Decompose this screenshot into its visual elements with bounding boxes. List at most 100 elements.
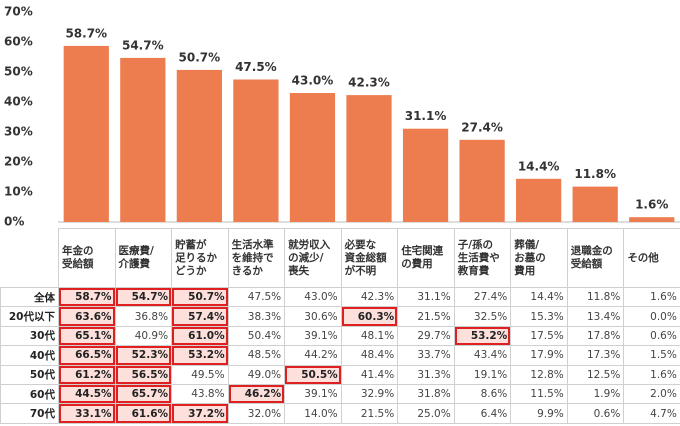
- table-cell: 6.4%: [453, 403, 512, 424]
- column-header: 就労収入 の減少/ 喪失: [284, 228, 342, 288]
- row-label: 50代: [0, 364, 59, 385]
- table-cell: 50.4%: [227, 325, 286, 347]
- y-tick-label: 70%: [4, 5, 33, 19]
- table-cell: 17.9%: [510, 345, 568, 366]
- value-label: 14.4%: [518, 159, 560, 173]
- bar: [63, 45, 109, 223]
- bar: [120, 57, 166, 223]
- column-header: 住宅関連 の費用: [397, 228, 455, 288]
- table-cell: 31.1%: [397, 286, 455, 308]
- table-cell: 61.2%: [58, 364, 116, 385]
- value-label: 50.7%: [179, 50, 221, 64]
- table-cell: 32.0%: [227, 403, 286, 424]
- table-cell: 1.6%: [623, 286, 680, 308]
- table-cell: 17.3%: [566, 345, 625, 366]
- table-cell: 25.0%: [397, 403, 455, 424]
- table-row: 30代 65.1% 40.9% 61.0% 50.4% 39.1% 48.1% 29.7% 53…: [0, 325, 680, 347]
- row-label: 20代以下: [0, 306, 59, 327]
- table-cell: 41.4%: [340, 364, 399, 385]
- column-header: 必要な 資金総額 が不明: [340, 228, 399, 288]
- table-cell: 57.4%: [171, 306, 229, 327]
- corner: [1, 229, 59, 288]
- table-cell: 33.1%: [58, 403, 116, 424]
- table-cell: 48.1%: [340, 325, 399, 347]
- table-row: 50代 61.2% 56.5% 49.5% 49.0% 50.5% 41.4% 31.3% 19…: [0, 364, 680, 385]
- value-label: 47.5%: [235, 60, 277, 74]
- table-cell: 54.7%: [114, 286, 173, 308]
- table-cell: 49.0%: [227, 364, 286, 385]
- table-cell: 0.6%: [566, 403, 625, 424]
- table-cell: 43.8%: [171, 383, 229, 405]
- table-cell: 21.5%: [340, 403, 399, 424]
- column-header: 葬儀/ お墓の 費用: [510, 228, 568, 288]
- table-cell: 61.0%: [171, 325, 229, 347]
- table-cell: 49.5%: [171, 364, 229, 385]
- table-cell: 58.7%: [58, 286, 116, 308]
- table-cell: 15.3%: [510, 306, 568, 327]
- bar: [402, 128, 449, 222]
- bar: [459, 139, 505, 222]
- table-cell: 65.7%: [114, 383, 173, 405]
- table-cell: 29.7%: [397, 325, 455, 347]
- value-label: 42.3%: [348, 76, 390, 90]
- table-cell: 17.8%: [566, 325, 625, 347]
- table-cell: 13.4%: [566, 306, 625, 327]
- table-cell: 60.3%: [340, 306, 399, 327]
- bar: [176, 69, 222, 223]
- table-row: 全体 58.7% 54.7% 50.7% 47.5% 43.0% 42.3% 31.1% 27.…: [0, 286, 680, 308]
- data-table: 年金の 受給額 医療費/ 介護費 貯蓄が 足りるか どうか 生活水準 を維持で きるか…: [0, 228, 680, 424]
- table-cell: 63.6%: [58, 306, 116, 327]
- table-cell: 0.0%: [623, 306, 680, 327]
- table-cell: 1.5%: [623, 345, 680, 366]
- table-cell: 1.6%: [623, 364, 680, 385]
- table-cell: 17.5%: [510, 325, 568, 347]
- table-cell: 43.0%: [284, 286, 342, 308]
- column-header: 子/孫の 生活費や 教育費: [453, 228, 512, 288]
- bar: [629, 217, 675, 222]
- table-cell: 42.3%: [340, 286, 399, 308]
- bar: [346, 95, 392, 222]
- table-cell: 53.2%: [453, 325, 512, 347]
- table-cell: 12.8%: [510, 364, 568, 385]
- value-label: 58.7%: [65, 26, 107, 40]
- table-row: 70代 33.1% 61.6% 37.2% 32.0% 14.0% 21.5% 25.0% 6.…: [0, 403, 680, 424]
- column-header: 生活水準 を維持で きるか: [227, 228, 286, 288]
- table-cell: 39.1%: [284, 325, 342, 347]
- table-cell: 21.5%: [397, 306, 455, 327]
- table-cell: 65.1%: [58, 325, 116, 347]
- table-cell: 53.2%: [171, 345, 229, 366]
- row-label: 40代: [0, 345, 59, 366]
- column-header: 医療費/ 介護費: [114, 228, 173, 288]
- table-cell: 31.8%: [397, 383, 455, 405]
- table-cell: 36.8%: [114, 306, 173, 327]
- table-row: 20代以下 63.6% 36.8% 57.4% 38.3% 30.6% 60.3% 21.5%…: [0, 306, 680, 327]
- table-cell: 37.2%: [171, 403, 229, 424]
- value-label: 54.7%: [122, 38, 164, 52]
- table-cell: 46.2%: [227, 383, 286, 405]
- row-label: 60代: [0, 383, 59, 405]
- bar: [516, 178, 562, 222]
- table-cell: 44.2%: [284, 345, 342, 366]
- table-cell: 44.5%: [58, 383, 116, 405]
- table-row: 40代 66.5% 52.3% 53.2% 48.5% 44.2% 48.4% 33.7% 43…: [0, 345, 680, 366]
- table-cell: 56.5%: [114, 364, 173, 385]
- table-cell: 27.4%: [453, 286, 512, 308]
- table-cell: 11.5%: [510, 383, 568, 405]
- y-tick-label: 40%: [4, 95, 33, 109]
- table-cell: 33.7%: [397, 345, 455, 366]
- table-cell: 4.7%: [623, 403, 680, 424]
- table-cell: 52.3%: [114, 345, 173, 366]
- table-cell: 66.5%: [58, 345, 116, 366]
- value-label: 1.6%: [635, 198, 668, 212]
- table-cell: 40.9%: [114, 325, 173, 347]
- table-cell: 19.1%: [453, 364, 512, 385]
- table-cell: 1.9%: [566, 383, 625, 405]
- table-cell: 48.5%: [227, 345, 286, 366]
- bar: [233, 79, 279, 222]
- row-label: 全体: [0, 286, 59, 308]
- table-cell: 32.9%: [340, 383, 399, 405]
- table-cell: 32.5%: [453, 306, 512, 327]
- column-header: 年金の 受給額: [58, 228, 116, 288]
- table-cell: 30.6%: [284, 306, 342, 327]
